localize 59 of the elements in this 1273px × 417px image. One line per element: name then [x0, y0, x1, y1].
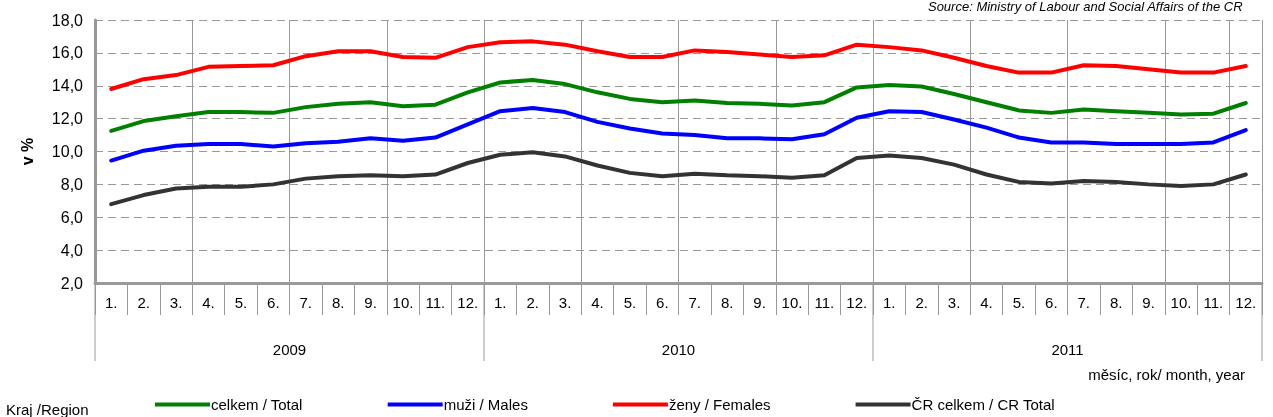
line-series: [109, 78, 1248, 133]
x-tick-label: 9.: [1142, 294, 1155, 311]
x-tick-label: 7.: [688, 294, 701, 311]
y-tick-label: 4,0: [60, 241, 84, 259]
x-tick-label: 8.: [720, 294, 734, 311]
x-axis-title: měsíc, rok/ month, year: [1088, 366, 1245, 383]
x-tick-label: 5.: [1012, 294, 1026, 311]
y-tick-label: 18,0: [51, 11, 84, 29]
x-tick-label: 2.: [526, 294, 539, 311]
x-tick-label: 3.: [558, 294, 572, 311]
x-tick-label: 1.: [493, 294, 507, 311]
x-tick-label: 10.: [781, 294, 803, 311]
x-tick-label: 8.: [1109, 294, 1123, 311]
x-tick-label: 9.: [753, 294, 766, 311]
text: 2011: [1051, 340, 1084, 358]
x-tick-label: 3.: [947, 294, 961, 311]
y-tick-label: 16,0: [51, 44, 84, 62]
legend-label: ženy / Females: [668, 396, 771, 413]
x-tick-label: 6.: [267, 294, 280, 311]
x-tick-label: 5.: [623, 294, 637, 311]
x-tick-label: 7.: [299, 294, 312, 311]
y-axis-title: v %: [18, 137, 36, 166]
source-note: Source: Ministry of Labour and Social Affairs of the CR: [927, 0, 1243, 14]
line-series: [109, 39, 1248, 92]
y-tick-label: 2,0: [60, 274, 84, 292]
x-tick-label: 10.: [392, 294, 414, 311]
y-tick-label: 14,0: [51, 77, 84, 95]
x-tick-label: 2.: [137, 294, 150, 311]
legend-label: ČR celkem / CR Total: [911, 396, 1055, 413]
x-tick-label: 11.: [425, 294, 446, 311]
line-series: [109, 150, 1248, 207]
x-tick-label: 2.: [915, 294, 928, 311]
x-tick-label: 8.: [331, 294, 345, 311]
x-tick-label: 1.: [882, 294, 896, 311]
x-tick-label: 12.: [846, 294, 868, 311]
x-tick-label: 1.: [104, 294, 118, 311]
legend-label: muži / Males: [443, 396, 528, 413]
x-tick-label: 4.: [591, 294, 604, 311]
legend-label: celkem / Total: [211, 396, 303, 413]
x-tick-label: 6.: [656, 294, 669, 311]
x-tick-label: 12.: [1235, 294, 1257, 311]
line-series: [109, 105, 1248, 163]
x-tick-label: 9.: [364, 294, 377, 311]
x-tick-label: 4.: [202, 294, 215, 311]
x-tick-label: 11.: [814, 294, 835, 311]
x-tick-label: 7.: [1077, 294, 1090, 311]
text: 2009: [272, 340, 307, 358]
y-tick-label: 10,0: [51, 143, 84, 160]
y-tick-label: 8,0: [60, 175, 84, 193]
x-tick-label: 6.: [1045, 294, 1058, 311]
x-tick-label: 10.: [1170, 294, 1192, 311]
text: 2010: [661, 340, 696, 358]
y-tick-label: 6,0: [60, 208, 84, 226]
x-tick-label: 4.: [980, 294, 993, 311]
x-tick-label: 3.: [169, 294, 183, 311]
y-tick-label: 12,0: [51, 110, 84, 128]
x-tick-label: 11.: [1203, 294, 1224, 311]
x-tick-label: 5.: [234, 294, 248, 311]
x-tick-label: 12.: [457, 294, 479, 311]
